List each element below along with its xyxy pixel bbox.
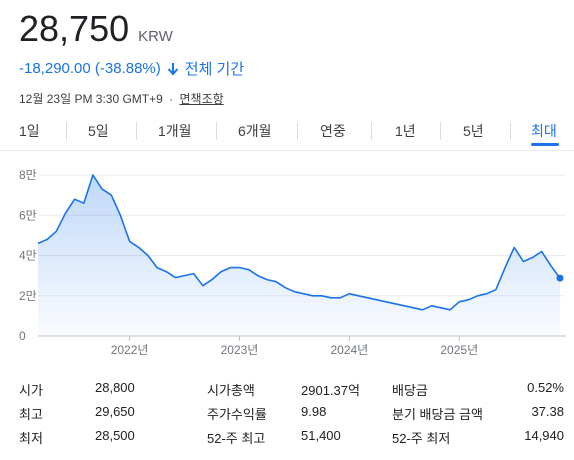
stat-value-quarterly-dividend: 37.38 [531, 404, 564, 419]
tab-divider [297, 122, 298, 140]
stat-value-pe-ratio: 9.98 [301, 404, 327, 419]
tab-6m[interactable]: 6개월 [238, 123, 272, 139]
price-change: -18,290.00 (-38.88%) [19, 60, 161, 77]
tab-5d[interactable]: 5일 [88, 123, 109, 139]
x-tick-label: 2023년 [221, 343, 259, 357]
tab-1y[interactable]: 1년 [395, 123, 416, 139]
timestamp: 12월 23일 PM 3:30 GMT+9 [19, 92, 163, 106]
stat-value-high: 29,650 [95, 404, 135, 419]
tab-1m[interactable]: 1개월 [158, 123, 192, 139]
x-tick-label: 2022년 [111, 343, 149, 357]
tab-max[interactable]: 최대 [531, 123, 557, 139]
price-line [37, 174, 561, 311]
arrow-down-icon [167, 62, 179, 75]
tab-1d[interactable]: 1일 [19, 123, 40, 139]
stat-value-open: 28,800 [95, 380, 135, 395]
stats-row: 최저 28,500 52-주 최고 51,400 52-주 최저 14,940 [19, 426, 564, 450]
price-change-row: -18,290.00 (-38.88%) 전체 기간 [19, 58, 244, 79]
stat-label-open: 시가 [19, 383, 43, 398]
price-area-fill [38, 175, 560, 336]
stat-label-market-cap: 시가총액 [207, 383, 255, 398]
tab-5y[interactable]: 5년 [463, 123, 484, 139]
stat-label-high: 최고 [19, 407, 43, 422]
x-tick-label: 2024년 [330, 343, 368, 357]
stat-label-dividend: 배당금 [392, 383, 428, 398]
x-tick-label: 2025년 [440, 343, 478, 357]
price-chart[interactable]: 8만 6만 4만 2만 0 2022년 2023년 2024년 2025년 [0, 160, 574, 360]
stat-value-low: 28,500 [95, 428, 135, 443]
y-tick-label: 4만 [19, 249, 37, 263]
stat-label-quarterly-dividend: 분기 배당금 금액 [392, 407, 483, 422]
stat-value-52w-high: 51,400 [301, 428, 341, 443]
stats-table: 시가 28,800 시가총액 2901.37억 배당금 0.52% 최고 29,… [19, 378, 564, 450]
separator-dot: · [169, 92, 174, 106]
y-tick-label: 2만 [19, 289, 37, 303]
stat-label-low: 최저 [19, 431, 43, 446]
stat-value-52w-low: 14,940 [524, 428, 564, 443]
timestamp-row: 12월 23일 PM 3:30 GMT+9 · 면책조항 [19, 90, 224, 107]
tab-divider [136, 122, 137, 140]
tab-divider [440, 122, 441, 140]
stats-row: 시가 28,800 시가총액 2901.37억 배당금 0.52% [19, 378, 564, 402]
tab-divider [66, 122, 67, 140]
y-tick-label: 8만 [19, 168, 37, 182]
current-price: 28,750 [19, 8, 130, 49]
tab-divider [510, 122, 511, 140]
price-header: 28,750 KRW [19, 8, 173, 50]
stat-value-dividend: 0.52% [527, 380, 564, 395]
range-tabs: 1일 5일 1개월 6개월 연중 1년 5년 최대 [0, 118, 574, 150]
currency-code: KRW [138, 28, 173, 45]
tabs-divider [0, 150, 574, 151]
tab-divider [371, 122, 372, 140]
stat-label-pe-ratio: 주가수익률 [207, 407, 267, 422]
disclaimer-link[interactable]: 면책조항 [179, 92, 224, 106]
stat-value-market-cap: 2901.37억 [301, 383, 360, 398]
y-tick-label: 6만 [19, 208, 37, 222]
current-price-marker [556, 274, 564, 282]
tab-ytd[interactable]: 연중 [320, 123, 346, 139]
stats-row: 최고 29,650 주가수익률 9.98 분기 배당금 금액 37.38 [19, 402, 564, 426]
stat-label-52w-low: 52-주 최저 [392, 431, 451, 446]
tab-divider [216, 122, 217, 140]
active-tab-indicator [531, 143, 559, 146]
stat-label-52w-high: 52-주 최고 [207, 431, 266, 446]
change-period: 전체 기간 [184, 61, 245, 78]
y-tick-label: 0 [19, 329, 26, 343]
